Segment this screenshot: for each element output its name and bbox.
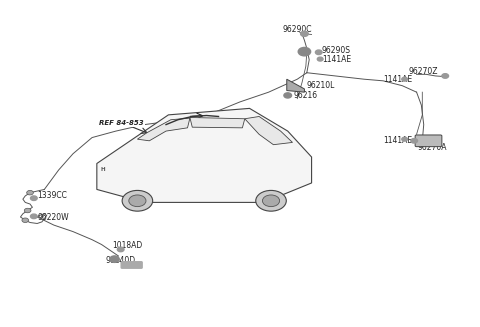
Text: 1141AE: 1141AE xyxy=(383,136,412,145)
Circle shape xyxy=(31,214,37,219)
Circle shape xyxy=(22,218,29,222)
Text: 96290C: 96290C xyxy=(283,25,312,34)
Polygon shape xyxy=(245,116,292,145)
Text: H: H xyxy=(101,167,105,172)
Circle shape xyxy=(27,190,34,195)
Circle shape xyxy=(317,57,323,61)
Circle shape xyxy=(402,137,408,141)
Text: 1339CC: 1339CC xyxy=(37,191,67,200)
Text: 1141AE: 1141AE xyxy=(322,55,351,63)
Text: 96220W: 96220W xyxy=(37,214,69,222)
Circle shape xyxy=(298,47,311,56)
Polygon shape xyxy=(137,118,190,141)
Text: 96216: 96216 xyxy=(293,91,318,100)
Circle shape xyxy=(263,195,280,207)
Circle shape xyxy=(110,256,119,262)
Circle shape xyxy=(411,139,418,143)
Circle shape xyxy=(315,50,322,55)
Circle shape xyxy=(122,190,153,211)
Text: REF 84-853: REF 84-853 xyxy=(99,120,144,126)
Text: 96240D: 96240D xyxy=(106,256,135,265)
FancyBboxPatch shape xyxy=(121,262,142,268)
FancyBboxPatch shape xyxy=(415,135,442,146)
Text: 96270Z: 96270Z xyxy=(408,67,438,76)
Circle shape xyxy=(284,93,291,98)
Circle shape xyxy=(256,190,286,211)
Polygon shape xyxy=(97,108,312,202)
Text: 96290S: 96290S xyxy=(321,46,350,55)
Circle shape xyxy=(117,247,124,252)
Circle shape xyxy=(24,208,31,213)
Circle shape xyxy=(31,196,37,200)
Text: 96210L: 96210L xyxy=(307,81,335,90)
Circle shape xyxy=(442,74,448,78)
Polygon shape xyxy=(190,117,245,128)
Text: 1141AE: 1141AE xyxy=(383,75,412,84)
Circle shape xyxy=(402,77,408,81)
Circle shape xyxy=(300,31,308,36)
Text: 96270A: 96270A xyxy=(418,144,447,152)
Text: 1018AD: 1018AD xyxy=(112,241,143,250)
Circle shape xyxy=(129,195,146,207)
Polygon shape xyxy=(287,79,304,92)
